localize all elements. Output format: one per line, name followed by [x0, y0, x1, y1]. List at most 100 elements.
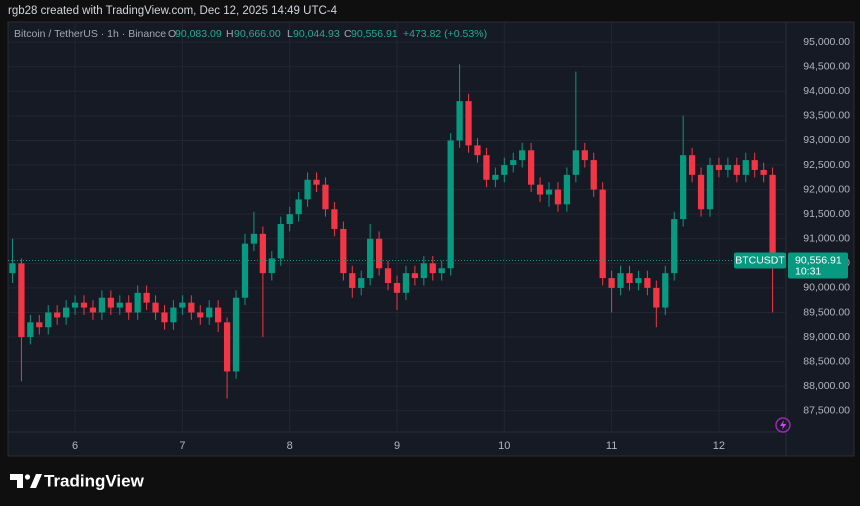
candle-body [62, 307, 70, 318]
brand: TradingView [44, 471, 145, 490]
y-tick-label: 94,000.00 [803, 85, 850, 97]
candle-body [662, 273, 669, 308]
candle-body [375, 238, 383, 269]
candle-body [268, 258, 275, 274]
candle-body [170, 307, 177, 323]
icon-ring [775, 417, 791, 433]
symbol-tag-box [734, 252, 786, 269]
y-tick-label: 94,500.00 [803, 61, 850, 73]
candle-body [393, 282, 401, 293]
candle-body [215, 307, 222, 323]
legend-o: 90,083.09 [175, 28, 222, 40]
candle-body [9, 263, 16, 274]
header-text: rgb28 created with TradingView.com, Dec … [8, 5, 338, 17]
candle-body [510, 160, 517, 166]
y-tick-label: 95,000.00 [803, 36, 850, 48]
y-tick-label: 93,000.00 [803, 134, 850, 146]
logo-mark [10, 474, 23, 488]
candle-body [671, 219, 678, 274]
candle-body [483, 155, 490, 180]
candle-body [697, 174, 705, 210]
candle-body [89, 307, 97, 313]
y-tick-label: 87,500.00 [803, 405, 850, 417]
candle-body [125, 302, 132, 313]
candle-body [206, 307, 213, 318]
candle-body [18, 263, 25, 338]
candle-body [259, 233, 266, 274]
candle-body [563, 174, 571, 205]
candle-body [715, 165, 723, 170]
price-tag: 90,556.91 [795, 254, 842, 266]
y-tick-label: 89,500.00 [803, 306, 850, 318]
candle-body [322, 184, 329, 210]
y-tick-label: 92,500.00 [803, 159, 850, 171]
flash-icon [775, 417, 791, 433]
countdown: 10:31 [795, 265, 821, 277]
candle-body [367, 238, 374, 279]
icon-bolt [780, 420, 786, 430]
candle-body [54, 312, 61, 318]
candle-body [107, 297, 114, 308]
candle-body [706, 165, 714, 210]
candle-body [769, 174, 776, 261]
x-tick-label: 9 [394, 440, 400, 452]
candle-body [295, 199, 302, 215]
candle-body [402, 273, 410, 293]
candle-body [197, 312, 204, 318]
candle-body [653, 287, 660, 308]
candle-body [80, 302, 88, 308]
candle-body [733, 165, 740, 175]
candle-body [340, 228, 347, 274]
y-tick-label: 90,000.00 [803, 282, 850, 294]
candle-body [536, 184, 544, 195]
y-tick-label: 89,000.00 [803, 331, 850, 343]
candle-body [331, 209, 338, 229]
logo-dot [24, 474, 31, 480]
candle-body [232, 297, 240, 372]
candle-body [143, 292, 150, 303]
y-tick-label: 93,500.00 [803, 110, 850, 122]
candle-body [250, 233, 258, 244]
candle-body [760, 169, 767, 175]
candle-body [626, 273, 633, 283]
candle-body [277, 224, 284, 259]
candle-body [447, 140, 454, 269]
candle-body [134, 292, 141, 313]
candle-body [724, 165, 732, 170]
candle-body [188, 302, 195, 313]
candle-body [608, 278, 615, 288]
candle-body [599, 189, 606, 279]
candle-body [581, 150, 588, 161]
legend-c-label: C [344, 28, 352, 40]
candle-body [358, 278, 365, 288]
candle-body [456, 101, 463, 141]
symbol-tag: BTCUSDT [735, 254, 785, 266]
candle-body [572, 150, 579, 175]
legend-change: +473.82 (+0.53%) [403, 28, 487, 40]
candle-body [420, 263, 427, 279]
candles [8, 64, 786, 399]
candle-body [742, 160, 749, 175]
legend-o-label: O [168, 28, 176, 40]
candle-body [688, 155, 696, 175]
candle-body [223, 322, 231, 372]
candle-body [644, 278, 651, 288]
candle-body [71, 302, 79, 308]
candle-body [519, 150, 526, 161]
candle-body [635, 278, 642, 283]
candle-body [286, 214, 293, 225]
x-tick-label: 10 [498, 440, 510, 452]
y-tick-label: 91,000.00 [803, 233, 850, 245]
legend-c: 90,556.91 [351, 28, 398, 40]
axis-labels: 87,500.00 88,000.00 88,500.00 89,000.00 89,5… [72, 36, 850, 452]
candle-body [492, 174, 499, 180]
candle-body [98, 297, 106, 313]
x-tick-label: 7 [179, 440, 185, 452]
price-tag-box [788, 252, 848, 279]
legend-h-label: H [226, 28, 234, 40]
candle-body [751, 160, 758, 170]
candle-body [179, 302, 186, 308]
y-tick-label: 88,500.00 [803, 355, 850, 367]
legend-l-label: L [287, 28, 293, 40]
candle-body [501, 165, 508, 175]
